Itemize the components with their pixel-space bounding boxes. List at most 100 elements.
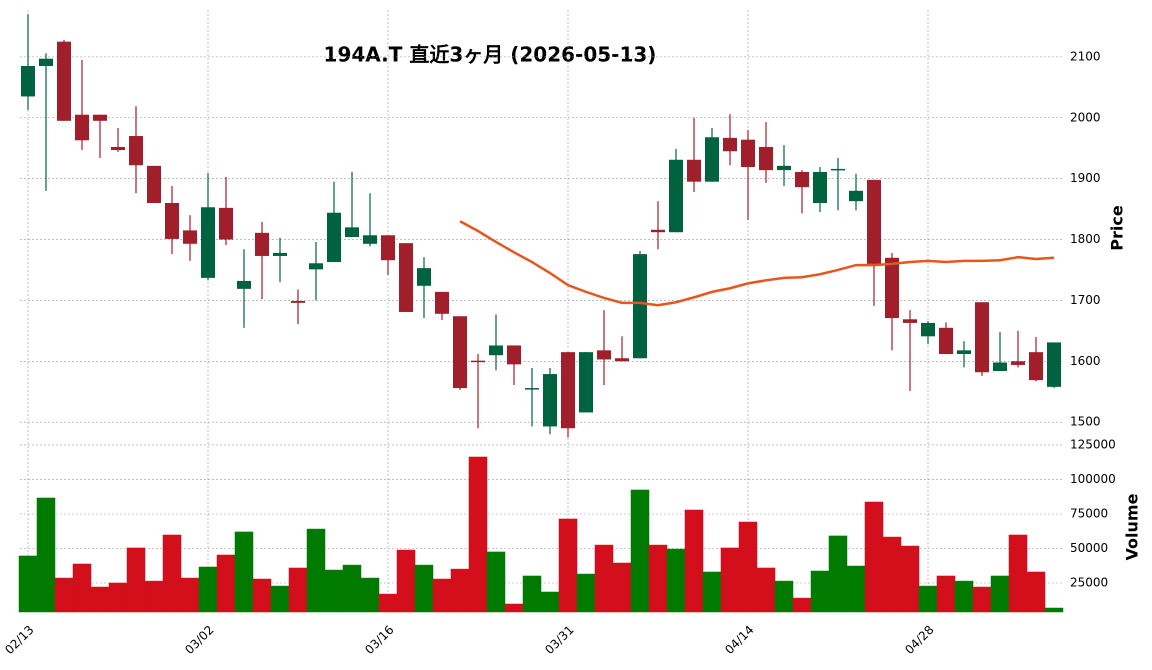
candle-body [993, 362, 1007, 372]
candle-body [1029, 352, 1043, 381]
candle-body [93, 114, 107, 121]
candle-body [525, 388, 539, 390]
candle-body [147, 165, 161, 203]
volume-bar [720, 547, 740, 613]
candle-body [723, 137, 737, 152]
y-tick-label: 1600 [1070, 354, 1101, 368]
volume-bar [990, 575, 1010, 613]
volume-bar [792, 597, 812, 613]
candle-body [975, 302, 989, 373]
candle-body [705, 137, 719, 182]
volume-bar [630, 489, 650, 613]
volume-bar [1026, 571, 1046, 613]
volume-tick-label: 100000 [1070, 472, 1116, 486]
volume-bar [504, 603, 524, 613]
candle-body [255, 232, 269, 256]
candle-body [291, 301, 305, 303]
candle-body [867, 179, 881, 264]
x-tick-label: 03/16 [362, 623, 396, 657]
y-axis-label: Price [1108, 205, 1127, 251]
volume-bar [846, 565, 866, 613]
candle-body [183, 230, 197, 244]
candle-body [633, 254, 647, 359]
volume-bar [468, 456, 488, 613]
candle-body [651, 229, 665, 233]
candle-body [1047, 342, 1061, 387]
volume-tick-label: 75000 [1070, 506, 1108, 520]
volume-bar [270, 585, 290, 613]
candle-body [381, 235, 395, 261]
volume-bar [828, 535, 848, 613]
volume-bar [810, 570, 830, 613]
y-tick-label: 1500 [1070, 415, 1101, 429]
candle-body [21, 66, 35, 97]
volume-bar [414, 564, 434, 613]
volume-bar [306, 528, 326, 613]
candle-body [399, 243, 413, 312]
volume-bar [234, 531, 254, 613]
candle-body [939, 327, 953, 354]
candle-body [471, 360, 485, 363]
volume-bar [558, 518, 578, 613]
volume-bar [54, 577, 74, 613]
candle-body [579, 352, 593, 413]
volume-bar [90, 586, 110, 613]
candle-body [309, 263, 323, 270]
candle-body [489, 345, 503, 356]
volume-bar [108, 582, 128, 613]
candle-body [831, 168, 845, 171]
volume-bar [612, 562, 632, 613]
volume-bar [954, 580, 974, 613]
volume-bar [756, 567, 776, 613]
volume-bar [162, 534, 182, 613]
candle-body [813, 171, 827, 203]
candle-body [741, 139, 755, 168]
volume-bar [486, 551, 506, 613]
volume-bar [450, 568, 470, 613]
volume-bar [216, 554, 236, 613]
candle-body [885, 257, 899, 319]
candle-body [111, 146, 125, 151]
volume-bar [342, 564, 362, 613]
candle-body [669, 159, 683, 233]
x-tick-label: 03/31 [542, 623, 576, 657]
volume-bar [576, 573, 596, 613]
volume-bar [648, 544, 668, 613]
volume-bar [666, 548, 686, 613]
volume-bar [540, 591, 560, 613]
candle-body [327, 212, 341, 263]
volume-axis-label: Volume [1123, 493, 1142, 560]
candle-body [219, 207, 233, 240]
x-tick-label: 03/02 [182, 623, 216, 657]
candle-body [507, 345, 521, 365]
volume-bar [378, 593, 398, 613]
volume-bar [252, 578, 272, 613]
candle-body [435, 291, 449, 314]
candle-body [417, 268, 431, 286]
volume-bar [126, 547, 146, 613]
candle-body [561, 352, 575, 429]
volume-bar [684, 509, 704, 613]
volume-bar [882, 536, 902, 613]
candle-body [201, 207, 215, 278]
candle-body [921, 322, 935, 337]
candle-body [165, 202, 179, 239]
candle-body [777, 165, 791, 171]
volume-bar [18, 555, 38, 613]
candle-body [39, 58, 53, 67]
volume-bar [36, 497, 56, 613]
candle-body [957, 350, 971, 354]
candle-body [75, 114, 89, 141]
volume-bar [1044, 607, 1064, 613]
volume-tick-label: 25000 [1070, 576, 1108, 590]
chart-title: 194A.T 直近3ヶ月 (2026-05-13) [324, 43, 657, 67]
y-tick-label: 1700 [1070, 293, 1101, 307]
volume-bar [774, 580, 794, 613]
volume-bar [72, 563, 92, 613]
moving-average-line [459, 220, 1055, 307]
volume-bar [900, 545, 920, 613]
candle-body [345, 227, 359, 238]
volume-bar [702, 571, 722, 613]
candle-body [759, 146, 773, 171]
